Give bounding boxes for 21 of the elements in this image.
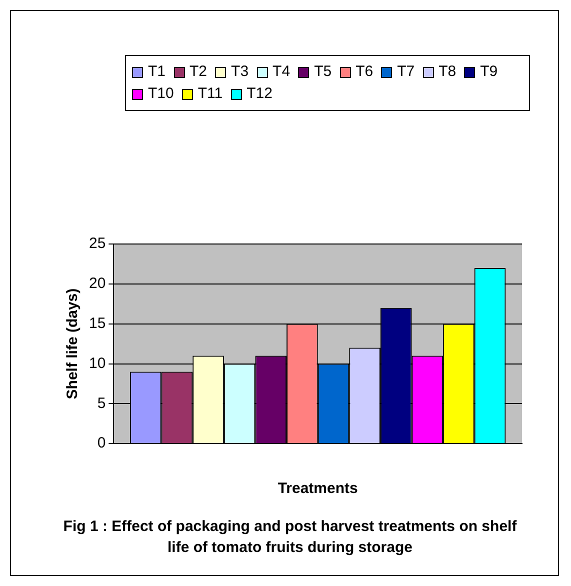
legend-label: T12 <box>246 84 272 104</box>
legend-label: T2 <box>190 62 208 82</box>
y-tick-label: 25 <box>88 235 106 252</box>
legend-label: T4 <box>272 62 290 82</box>
y-tick-label: 20 <box>88 275 106 292</box>
x-axis-title: Treatments <box>278 480 358 498</box>
legend-label: T3 <box>231 62 249 82</box>
y-tick-label: 10 <box>88 354 106 372</box>
legend-label: T1 <box>148 62 166 82</box>
legend-label: T5 <box>314 62 332 82</box>
legend-label: T8 <box>438 62 456 82</box>
legend-label: T11 <box>198 84 223 104</box>
y-tick-label: 15 <box>88 314 106 332</box>
legend-label: T10 <box>148 84 174 104</box>
y-tick-label: 5 <box>97 394 106 412</box>
legend-label: T7 <box>397 62 415 82</box>
caption: Fig 1 : Effect of packaging and post harvest treatments on shelf life of tomato fruits during storage <box>62 517 518 558</box>
legend-label: T6 <box>356 62 374 82</box>
y-axis-title: Shelf life (days) <box>64 288 82 400</box>
legend-label: T9 <box>480 62 498 82</box>
y-tick-label: 0 <box>97 434 106 452</box>
